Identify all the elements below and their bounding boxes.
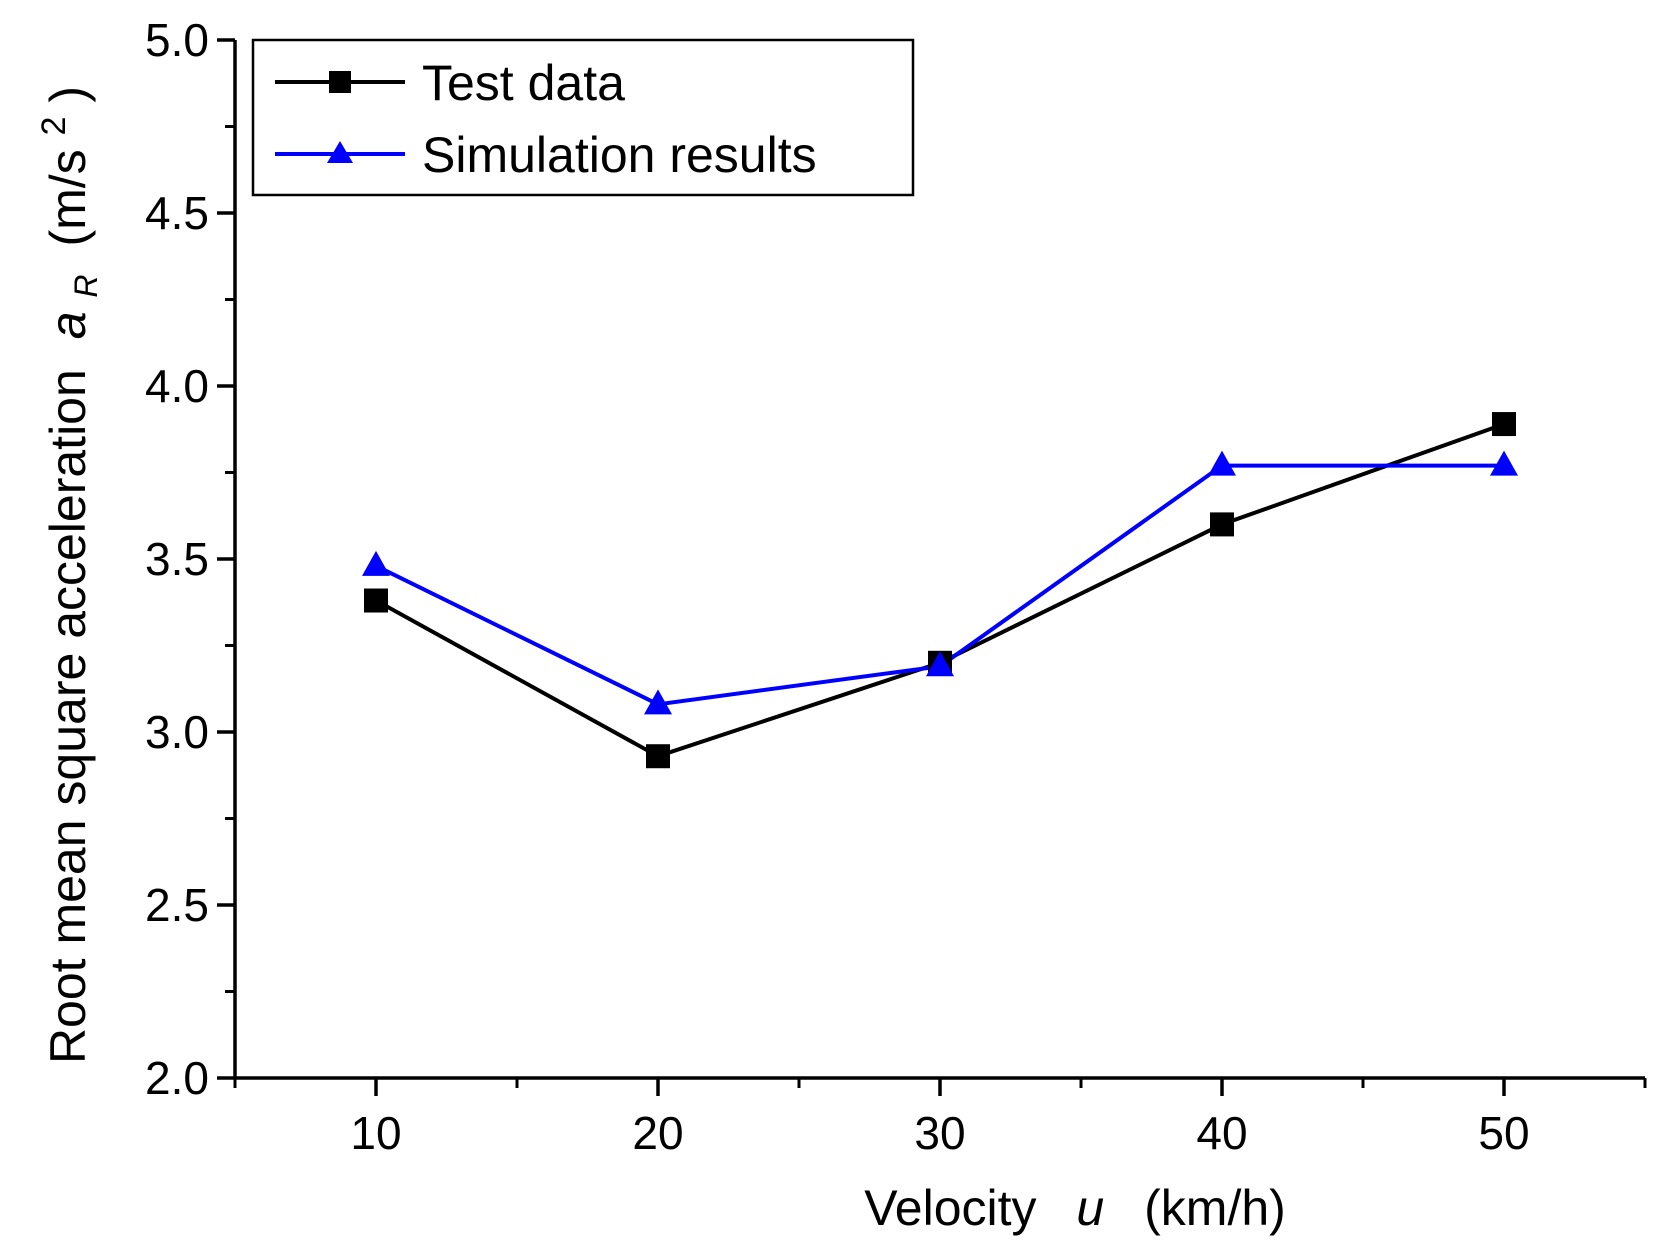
y-axis-title-unit-close: ) <box>40 86 96 103</box>
legend: Test data Simulation results <box>251 38 915 197</box>
y-axis-title-unit: (m/s <box>40 149 96 246</box>
x-axis-title-unit: (km/h) <box>1144 1180 1286 1236</box>
y-tick-label: 4.5 <box>145 187 209 239</box>
legend-marker-triangle <box>327 141 353 163</box>
y-axis-title-subscript: R <box>68 274 104 297</box>
legend-label-test-data: Test data <box>422 55 625 111</box>
y-tick-label: 3.0 <box>145 706 209 758</box>
y-axis-title-prefix: Root mean square acceleration <box>40 369 96 1064</box>
legend-box <box>251 38 915 197</box>
x-axis-title-prefix: Velocity <box>864 1180 1036 1236</box>
x-tick-label: 10 <box>350 1107 401 1159</box>
plot-area <box>362 412 1518 769</box>
y-axis-title-unit-sup: 2 <box>35 117 73 136</box>
x-tick-label: 20 <box>632 1107 683 1159</box>
data-point-test-data <box>1210 512 1234 537</box>
y-tick-label: 2.5 <box>145 879 209 931</box>
legend-marker-square <box>329 71 351 93</box>
data-point-test-data <box>364 588 388 613</box>
data-point-simulation-results <box>926 651 954 677</box>
y-tick-label: 2.0 <box>145 1052 209 1104</box>
data-point-test-data <box>646 744 670 769</box>
x-tick-label: 40 <box>1196 1107 1247 1159</box>
series-line-test-data <box>375 422 1505 759</box>
data-point-simulation-results <box>362 550 390 576</box>
y-tick-label: 3.5 <box>145 533 209 585</box>
y-tick-label: 4.0 <box>145 360 209 412</box>
legend-label-simulation-results: Simulation results <box>422 127 817 183</box>
y-tick-label: 5.0 <box>145 14 209 66</box>
y-axis-title: Root mean square acceleration a R (m/s 2… <box>20 86 108 1064</box>
data-point-simulation-results <box>644 689 672 715</box>
y-axis-title-symbol: a <box>40 311 96 339</box>
x-axis-title-symbol: u <box>1076 1180 1104 1236</box>
x-tick-label: 30 <box>914 1107 965 1159</box>
data-point-simulation-results <box>1490 450 1518 476</box>
data-point-simulation-results <box>1208 450 1236 476</box>
x-axis-title: Velocity u (km/h) <box>864 1180 1286 1236</box>
x-tick-label: 50 <box>1478 1107 1529 1159</box>
data-point-test-data <box>1492 412 1516 437</box>
axes: 2.0 2.5 3.0 3.5 4.0 4.5 5.0 10 20 30 40 50 <box>145 14 1647 1159</box>
